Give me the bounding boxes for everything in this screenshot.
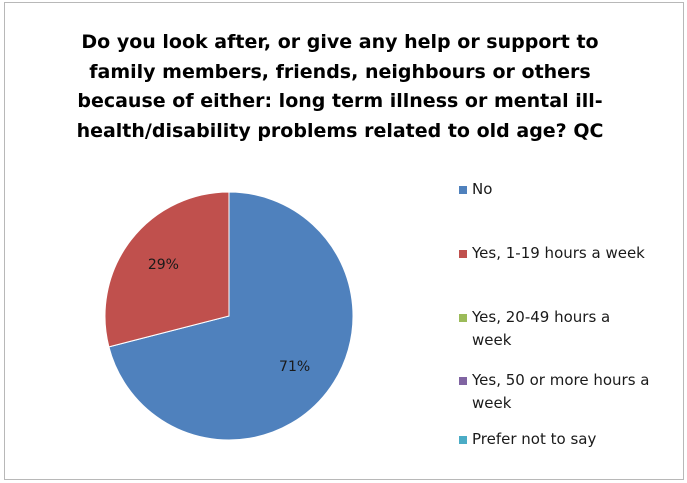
chart-area [4,2,684,480]
pie-slice [104,191,230,348]
legend-label: No [472,180,493,198]
data-label: 29% [148,257,179,273]
legend-swatch [459,314,467,322]
chart-title-line: family members, friends, neighbours or o… [89,60,591,83]
legend-item-yes-20-49: Yes, 20-49 hours a week [459,306,677,352]
legend-item-yes-50-plus: Yes, 50 or more hours a week [459,369,677,415]
legend-swatch [459,436,467,444]
legend-swatch [459,377,467,385]
pie-slice [108,191,354,441]
chart-title-line: Do you look after, or give any help or s… [81,31,599,53]
legend-swatch [459,186,467,194]
legend-item-no: No [459,178,677,201]
legend-label: Yes, 50 or more hours a week [472,371,650,412]
legend-item-yes-1-19: Yes, 1-19 hours a week [459,242,677,265]
chart-title-line: health/disability problems related to ol… [76,119,604,142]
legend-label: Yes, 1-19 hours a week [472,244,645,262]
data-label: 71% [279,359,310,375]
chart-title: Do you look after, or give any help or s… [40,28,640,146]
legend-swatch [459,250,467,258]
legend-item-prefer-not-to-say: Prefer not to say [459,428,677,451]
chart-title-line: because of either: long term illness or … [77,90,603,112]
legend-label: Yes, 20-49 hours a week [472,308,611,349]
legend-label: Prefer not to say [472,430,597,448]
